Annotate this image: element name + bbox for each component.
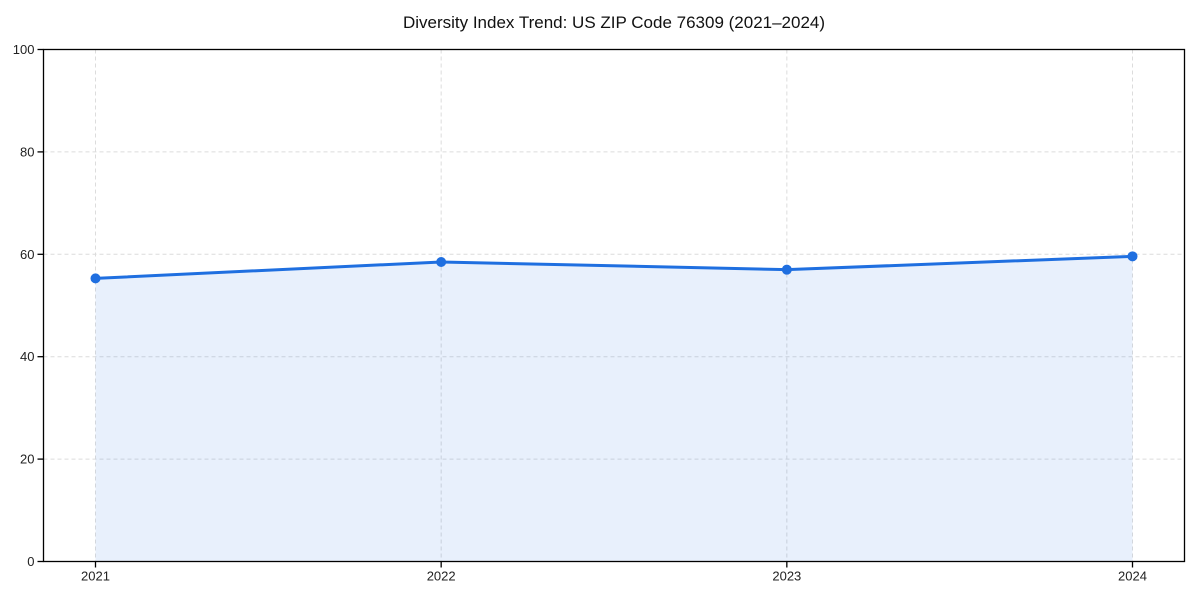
- area-fill: [95, 256, 1133, 562]
- x-tick-label: 2024: [1118, 569, 1147, 584]
- y-tick-label: 100: [13, 42, 35, 57]
- x-tick-label: 2022: [427, 569, 456, 584]
- data-point-2021: [90, 273, 101, 284]
- y-tick-label: 60: [20, 247, 34, 262]
- data-point-2022: [436, 256, 447, 267]
- data-point-2024: [1127, 251, 1138, 262]
- plot-border: [42, 48, 1186, 563]
- chart-title: Diversity Index Trend: US ZIP Code 76309…: [402, 13, 826, 32]
- y-tick-label: 0: [27, 554, 34, 569]
- trend-line: [94, 254, 1134, 280]
- data-point-2023: [781, 264, 792, 275]
- x-tick-label: 2023: [772, 569, 801, 584]
- y-tick-label: 80: [20, 144, 34, 159]
- y-tick-label: 20: [20, 452, 34, 467]
- y-tick-label: 40: [20, 349, 34, 364]
- x-tick-label: 2021: [81, 569, 110, 584]
